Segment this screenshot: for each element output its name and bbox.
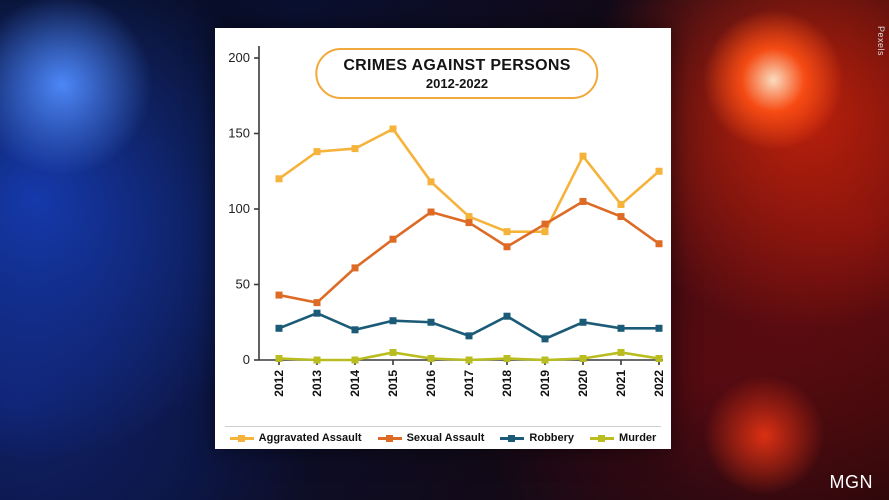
svg-text:2014: 2014 <box>348 370 362 397</box>
data-point <box>617 200 625 208</box>
chart-panel: CRIMES AGAINST PERSONS 2012-2022 0 50 100 1… <box>215 28 671 449</box>
series-aggravated-assault <box>275 125 663 236</box>
svg-text:2022: 2022 <box>652 370 666 397</box>
series-robbery <box>275 309 663 343</box>
svg-text:2019: 2019 <box>538 370 552 397</box>
data-point <box>351 264 359 272</box>
legend-marker <box>385 434 393 442</box>
data-point <box>655 354 663 362</box>
data-point <box>313 148 321 156</box>
data-point <box>579 318 587 326</box>
svg-text:2020: 2020 <box>576 370 590 397</box>
data-point <box>427 208 435 216</box>
data-point <box>655 167 663 175</box>
data-point <box>313 356 321 364</box>
legend-marker <box>508 434 516 442</box>
source-credit: MGN <box>829 472 873 492</box>
data-point <box>389 317 397 325</box>
data-point <box>465 219 473 227</box>
chart-legend: Aggravated Assault Sexual Assault Robbery M… <box>225 426 661 444</box>
data-point <box>503 312 511 320</box>
data-point <box>427 178 435 186</box>
data-point <box>503 243 511 251</box>
data-point <box>503 228 511 236</box>
data-point <box>503 354 511 362</box>
data-point <box>427 354 435 362</box>
legend-label: Sexual Assault <box>406 432 485 444</box>
data-point <box>541 228 549 236</box>
legend-label: Robbery <box>529 432 575 444</box>
data-point <box>351 326 359 334</box>
y-axis-labels: 0 50 100 150 200 <box>228 50 259 367</box>
legend-label: Aggravated Assault <box>258 432 362 444</box>
svg-text:50: 50 <box>236 277 250 292</box>
data-point <box>617 348 625 356</box>
data-point <box>617 213 625 221</box>
data-point <box>579 152 587 160</box>
data-point <box>541 220 549 228</box>
chart-title: CRIMES AGAINST PERSONS <box>343 57 571 74</box>
svg-text:100: 100 <box>228 201 250 216</box>
legend-swatch <box>377 434 402 442</box>
legend-item: Sexual Assault <box>377 432 485 444</box>
data-point <box>655 324 663 332</box>
legend-swatch <box>229 434 254 442</box>
svg-text:150: 150 <box>228 126 250 141</box>
legend-item: Murder <box>590 432 656 444</box>
data-point <box>275 324 283 332</box>
svg-text:2021: 2021 <box>614 370 628 397</box>
data-point <box>617 324 625 332</box>
chart-title-box: CRIMES AGAINST PERSONS 2012-2022 <box>315 48 599 99</box>
data-point <box>465 213 473 221</box>
legend-swatch <box>590 434 615 442</box>
svg-text:2016: 2016 <box>424 370 438 397</box>
svg-text:2018: 2018 <box>500 370 514 397</box>
legend-marker <box>237 434 245 442</box>
series-sexual-assault <box>275 197 663 307</box>
data-point <box>579 354 587 362</box>
chart-subtitle: 2012-2022 <box>425 76 489 91</box>
svg-text:2012: 2012 <box>272 370 286 397</box>
legend-label: Murder <box>619 432 657 444</box>
data-point <box>427 318 435 326</box>
data-point <box>541 356 549 364</box>
data-point <box>541 335 549 343</box>
data-point <box>389 348 397 356</box>
legend-swatch <box>500 434 525 442</box>
data-point <box>655 240 663 248</box>
svg-text:0: 0 <box>243 352 250 367</box>
legend-item: Robbery <box>500 432 574 444</box>
data-point <box>313 299 321 307</box>
legend-marker <box>598 434 606 442</box>
photo-credit: Pexels <box>876 26 886 57</box>
data-point <box>351 145 359 153</box>
data-point <box>579 197 587 205</box>
svg-text:200: 200 <box>228 50 250 65</box>
data-point <box>351 356 359 364</box>
data-point <box>313 309 321 317</box>
data-point <box>275 291 283 299</box>
legend-item: Aggravated Assault <box>229 432 362 444</box>
svg-text:2017: 2017 <box>462 370 476 397</box>
data-point <box>465 356 473 364</box>
line-chart: 0 50 100 150 200 2012 2013 2014 2015 2016 2017 2018… <box>228 46 666 397</box>
data-point <box>465 332 473 340</box>
data-point <box>389 125 397 133</box>
svg-text:2013: 2013 <box>310 370 324 397</box>
data-point <box>275 175 283 183</box>
data-point <box>389 235 397 243</box>
svg-text:2015: 2015 <box>386 370 400 397</box>
series-murder <box>275 348 663 364</box>
x-axis-labels: 2012 2013 2014 2015 2016 2017 2018 2019 2020 2021… <box>272 360 666 397</box>
data-point <box>275 354 283 362</box>
